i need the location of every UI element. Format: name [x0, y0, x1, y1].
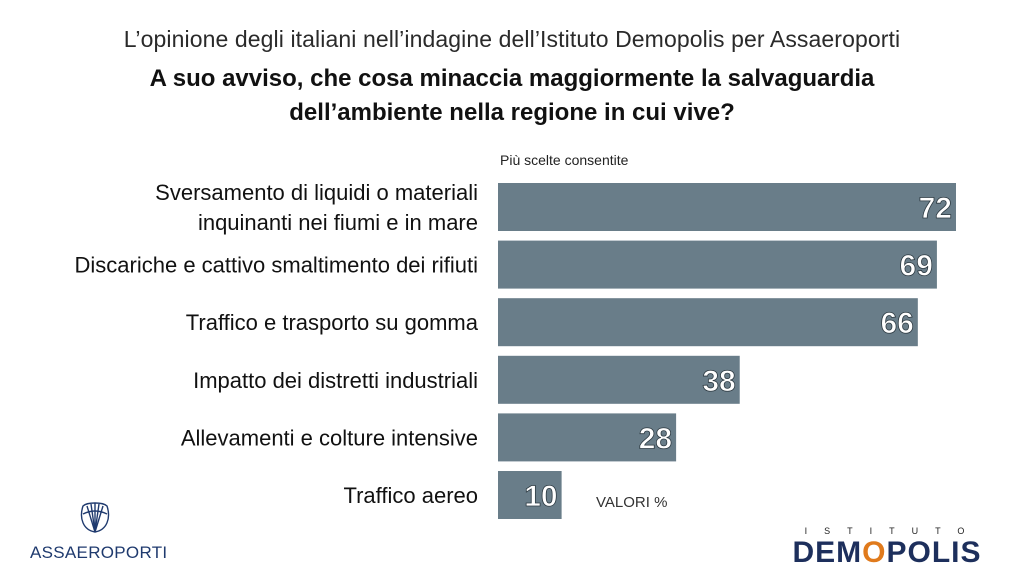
chart-title-line-1: A suo avviso, che cosa minaccia maggiorm…	[149, 65, 875, 92]
assaeroporti-shell-icon	[80, 502, 110, 533]
demopolis-logo: ISTITUTO DEMOPOLIS	[780, 526, 994, 570]
demopolis-wordmark-part: POLIS	[886, 536, 982, 569]
category-label: inquinanti nei fiumi e in mare	[198, 210, 478, 235]
bar	[498, 355, 740, 404]
bar	[498, 298, 918, 347]
category-label: Discariche e cattivo smaltimento dei rif…	[75, 253, 478, 278]
bar	[498, 240, 937, 289]
bar	[498, 471, 562, 519]
bar-value-label: 69	[900, 250, 933, 283]
values-unit-label: VALORI %	[596, 494, 668, 511]
multiple-choice-note: Più scelte consentite	[500, 152, 629, 168]
bar	[498, 183, 956, 231]
category-label: Sversamento di liquidi o materiali	[155, 180, 478, 205]
demopolis-wordmark-part: DEM	[792, 536, 863, 569]
bar	[498, 413, 677, 462]
assaeroporti-wordmark: ASSAEROPORTI	[30, 543, 168, 562]
demopolis-wordmark: DEMOPOLIS	[780, 536, 994, 570]
demopolis-istituto: ISTITUTO	[804, 526, 982, 536]
chart-subtitle: L’opinione degli italiani nell’indagine …	[123, 26, 901, 52]
bar-value-label: 72	[919, 192, 952, 225]
bar-value-label: 38	[702, 365, 735, 398]
bar-value-label: 66	[880, 307, 913, 340]
chart-title: A suo avviso, che cosa minaccia maggiorm…	[0, 62, 1024, 130]
category-label: Traffico e trasporto su gomma	[186, 310, 479, 335]
category-label: Impatto dei distretti industriali	[193, 368, 478, 393]
category-label: Traffico aereo	[343, 483, 478, 508]
bar-value-label: 28	[639, 422, 672, 455]
assaeroporti-logo: ASSAEROPORTI	[30, 500, 168, 563]
category-label: Allevamenti e colture intensive	[181, 425, 478, 450]
chart-title-line-2: dell’ambiente nella regione in cui vive?	[289, 99, 735, 126]
demopolis-wordmark-o: O	[862, 536, 887, 569]
bar-value-label: 10	[524, 480, 557, 513]
